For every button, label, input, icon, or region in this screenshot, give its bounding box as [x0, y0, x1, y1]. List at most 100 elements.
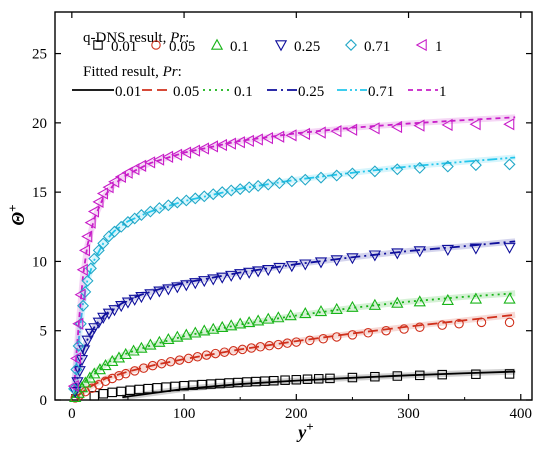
data-point-0.1	[180, 328, 193, 340]
legend-marker-0.05	[151, 40, 161, 50]
data-point-0.25	[285, 261, 298, 273]
data-point-1	[74, 288, 86, 301]
legend-label-marker-0.05: 0.05	[169, 39, 195, 55]
data-point-0.25	[198, 276, 211, 288]
data-point-0.25	[503, 242, 516, 254]
data-point-1	[76, 263, 88, 276]
data-point-1	[368, 122, 380, 135]
data-point-0.01	[269, 375, 279, 386]
data-point-0.25	[153, 286, 166, 298]
fit-line-1	[73, 116, 516, 389]
data-point-0.01	[134, 384, 144, 395]
data-point-0.71	[108, 225, 121, 238]
data-point-0.1	[314, 304, 328, 317]
y-tick-label: 0	[40, 393, 48, 409]
data-point-0.71	[72, 339, 85, 352]
data-point-0.05	[381, 325, 391, 336]
fit-line-0.05	[76, 313, 516, 397]
y-axis-label: Θ+	[5, 204, 29, 225]
legend-header-markers: q-DNS result, Pr:	[83, 30, 189, 46]
data-point-0.71	[299, 173, 312, 186]
data-point-0.05	[454, 319, 464, 329]
data-point-1	[144, 156, 156, 169]
fit-band-0.01	[121, 368, 516, 401]
data-point-0.25	[81, 335, 94, 347]
y-tick-label: 25	[32, 47, 47, 63]
data-point-0.05	[183, 353, 194, 364]
data-point-0.01	[392, 371, 403, 381]
data-point-1	[67, 380, 79, 393]
legend-label-marker-1: 1	[435, 39, 443, 55]
data-point-0.01	[370, 371, 380, 382]
data-point-0.71	[285, 175, 298, 188]
data-point-0.05	[347, 330, 358, 340]
data-point-0.01	[161, 382, 171, 392]
legend-label-line-1: 1	[439, 84, 447, 100]
data-point-1	[114, 170, 126, 184]
x-tick-label: 300	[397, 406, 420, 422]
legend-marker-0.1	[210, 38, 224, 50]
data-point-0.25	[368, 250, 382, 262]
y-tick-label: 15	[32, 185, 47, 201]
legend-header-lines: Fitted result, Pr:	[83, 64, 182, 80]
data-point-0.71	[441, 160, 454, 173]
data-point-1	[224, 137, 236, 150]
y-tick-label: 20	[32, 116, 47, 132]
data-point-0.25	[441, 244, 454, 256]
data-point-0.25	[73, 366, 86, 378]
data-point-0.05	[138, 363, 149, 373]
data-point-0.1	[299, 307, 312, 319]
legend-label-line-0.25: 0.25	[298, 84, 324, 100]
data-point-0.05	[174, 355, 185, 365]
plot-frame	[54, 11, 533, 401]
data-point-1	[273, 130, 285, 143]
data-point-0.71	[368, 165, 381, 178]
data-point-0.25	[88, 323, 101, 335]
data-point-1	[441, 118, 453, 132]
data-point-0.05	[331, 332, 342, 342]
data-point-0.05	[107, 373, 117, 384]
data-point-1	[197, 142, 210, 155]
data-point-0.01	[206, 379, 216, 389]
data-point-0.01	[125, 385, 135, 396]
legend-label-line-0.71: 0.71	[368, 84, 394, 100]
data-point-0.25	[84, 328, 98, 340]
data-point-0.1	[119, 347, 132, 360]
data-point-0.05	[399, 324, 409, 334]
data-point-0.05	[210, 348, 221, 359]
data-point-0.05	[476, 317, 487, 328]
legend-label-marker-0.25: 0.25	[294, 39, 320, 55]
data-point-0.05	[363, 328, 373, 338]
data-point-0.05	[237, 344, 248, 355]
data-point-0.1	[127, 344, 140, 356]
data-point-0.01	[107, 387, 117, 398]
data-point-0.71	[503, 158, 516, 171]
data-point-0.71	[115, 220, 128, 233]
data-point-0.1	[216, 320, 229, 333]
data-point-0.71	[77, 299, 90, 312]
data-point-0.1	[207, 322, 220, 334]
data-point-0.71	[144, 205, 157, 218]
data-point-0.71	[81, 274, 94, 287]
data-point-0.05	[120, 368, 131, 379]
fit-band-0.25	[72, 238, 516, 394]
data-point-0.01	[302, 374, 313, 384]
data-point-0.01	[98, 389, 109, 399]
data-point-0.71	[330, 169, 343, 182]
data-point-1	[251, 133, 263, 146]
data-point-0.25	[75, 355, 89, 367]
data-point-0.05	[437, 320, 447, 330]
data-point-0.25	[102, 308, 116, 320]
data-point-0.71	[469, 159, 482, 172]
data-point-0.01	[251, 376, 261, 387]
data-point-0.25	[262, 264, 275, 277]
data-point-0.71	[346, 167, 359, 180]
data-point-1	[92, 195, 104, 208]
data-point-0.25	[180, 280, 193, 292]
data-point-0.71	[273, 177, 286, 190]
data-point-0.1	[346, 300, 359, 312]
x-axis-label: y+	[296, 419, 313, 443]
data-point-0.05	[219, 347, 230, 357]
data-point-0.1	[144, 338, 157, 350]
data-point-0.05	[264, 340, 275, 351]
